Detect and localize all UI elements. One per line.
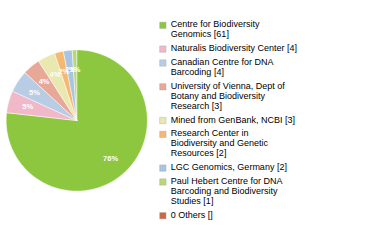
svg-text:5%: 5% xyxy=(29,88,40,97)
svg-text:University of Vienna, Dept ofB: University of Vienna, Dept ofBotany and … xyxy=(171,81,285,111)
svg-text:4%: 4% xyxy=(39,77,50,86)
svg-text:Canadian Centre for DNABarcodi: Canadian Centre for DNABarcoding [4] xyxy=(171,57,274,77)
svg-text:1%: 1% xyxy=(70,65,81,74)
svg-text:Mined from GenBank, NCBI [3]: Mined from GenBank, NCBI [3] xyxy=(171,115,295,125)
svg-text:LGC Genomics, Germany [2]: LGC Genomics, Germany [2] xyxy=(171,162,287,172)
svg-text:4%: 4% xyxy=(49,70,61,79)
svg-text:Centre for BiodiversityGenomic: Centre for BiodiversityGenomics [61] xyxy=(171,19,260,39)
svg-text:Research Center inBiodiversity: Research Center inBiodiversity and Genet… xyxy=(171,128,269,158)
svg-text:Paul Hebert Centre for DNABarc: Paul Hebert Centre for DNABarcoding and … xyxy=(171,176,283,206)
svg-text:0 Others []: 0 Others [] xyxy=(171,210,213,220)
svg-text:76%: 76% xyxy=(103,154,118,163)
svg-text:Naturalis Biodiversity Center: Naturalis Biodiversity Center [4] xyxy=(171,43,297,53)
svg-text:5%: 5% xyxy=(22,102,33,111)
